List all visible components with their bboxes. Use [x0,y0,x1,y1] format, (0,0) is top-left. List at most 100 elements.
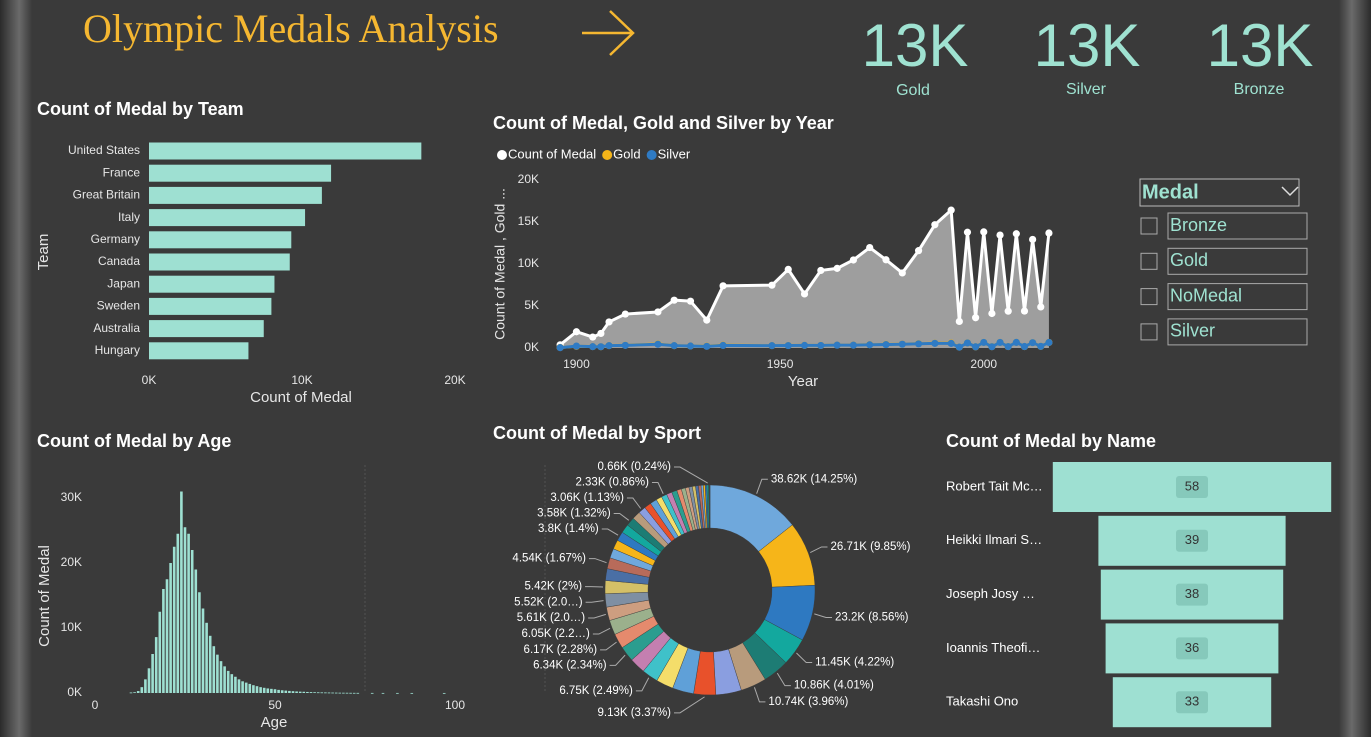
marker [1029,235,1037,244]
data-label: 6.17K (2.28%) [524,644,598,656]
marker [817,341,825,350]
marker [670,342,678,350]
marker [1045,229,1053,237]
bar [147,668,151,693]
slicer: Medal [1139,178,1300,207]
bar [334,692,338,694]
x-tick-label: 20K [444,373,465,387]
slicer-item-box[interactable] [1167,283,1308,311]
checkbox[interactable] [1140,217,1158,235]
data-label: 38.62K (14.25%) [771,473,857,485]
y-tick-label: 10K [61,620,82,634]
bar [180,491,183,693]
bar [172,546,176,693]
page-title: Olympic Medals Analysis [83,6,499,51]
marker [898,340,906,348]
slicer-dropdown[interactable] [1139,178,1300,207]
marker [572,342,581,350]
bar [165,579,169,693]
slicer-item: NoMedal [1170,285,1242,305]
marker [1012,338,1020,346]
y-tick-label: Sweden [97,299,140,313]
legend-label: Gold [613,146,640,161]
bar [349,692,352,694]
leader-line [796,652,813,663]
y-tick-label: Italy [118,210,140,224]
data-label: 6.75K (2.49%) [559,685,633,697]
data-label: 33 [1185,694,1199,709]
bar [338,692,342,694]
x-axis-label: Year [788,373,818,390]
slicer-item-box[interactable] [1167,212,1308,240]
marker [597,343,605,351]
data-label: 6.34K (2.34%) [533,659,607,671]
marker [849,341,858,349]
bar [149,142,422,160]
data-label: 5.52K (2.0…) [514,596,583,608]
y-tick-label: Germany [91,232,140,246]
bar [342,692,345,694]
checkbox[interactable] [1140,323,1158,341]
marker [654,340,662,348]
bar [324,692,327,694]
bar [144,679,147,693]
category-label: Joseph Josy … [946,586,1035,601]
leader-line [756,478,768,494]
bar [230,674,234,693]
data-label: 9.13K (3.37%) [597,707,671,719]
bar [223,666,226,693]
marker [947,339,955,347]
right-edge [1339,0,1371,737]
y-tick-label: United States [68,143,140,157]
bar [198,592,201,693]
data-label: 3.58K (1.32%) [537,508,611,520]
legend-marker [646,150,657,160]
checkbox[interactable] [1140,288,1158,306]
category-label: Ioannis Theofi… [946,640,1040,655]
bar [327,692,331,694]
marker [882,256,890,264]
leader-line [609,654,626,666]
x-tick-label: 2000 [970,357,997,371]
data-label-bg [1176,637,1208,660]
category-label: Robert Tait Mc… [946,478,1043,493]
data-label: 3.06K (1.13%) [550,492,624,504]
marker [719,282,727,290]
bar [316,692,320,694]
leader-line [635,677,650,692]
slicer-item-box[interactable] [1167,247,1308,275]
bar [212,646,216,693]
marker [988,343,996,351]
bar [201,608,205,693]
data-label: 38 [1185,586,1199,601]
leader-line [585,600,604,603]
bar [176,533,180,693]
leader-line [651,482,664,494]
kpi-value: 13K [1207,12,1314,79]
y-tick-label: Hungary [95,343,140,357]
marker [947,206,955,214]
leader-line [776,672,791,687]
slicer-item-box[interactable] [1167,318,1308,346]
bar [396,692,399,694]
bar [149,164,332,182]
y-tick-label: Great Britain [73,188,140,202]
marker [980,338,988,347]
marker [1020,342,1029,351]
x-tick-label: 50 [268,698,282,712]
marker [768,281,776,289]
data-label: 36 [1185,640,1199,655]
bar [273,689,277,693]
bar [442,692,446,694]
chart-title: Count of Medal by Sport [493,423,701,443]
marker [621,341,629,349]
bar [237,679,241,693]
marker [686,297,695,305]
kpi-value: 13K [1034,12,1141,79]
marker [1004,342,1012,351]
kpi-label: Bronze [1234,81,1285,98]
marker [996,338,1004,347]
checkbox[interactable] [1140,252,1158,270]
marker [866,243,874,252]
